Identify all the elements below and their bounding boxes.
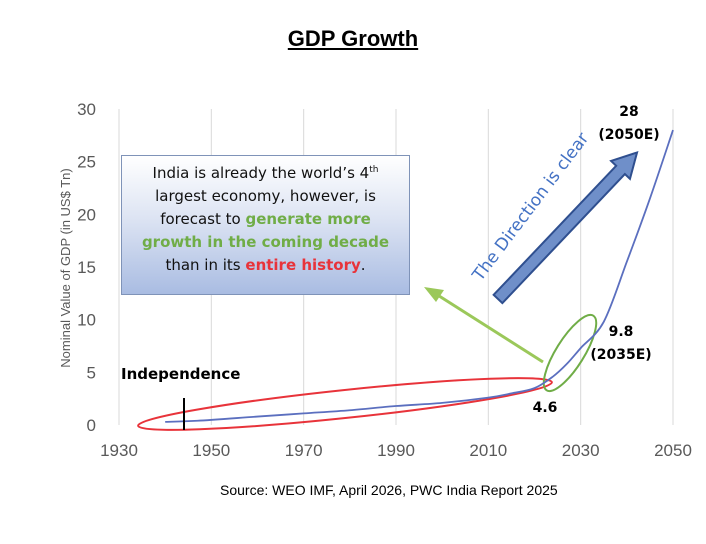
y-tick-label: 20: [77, 205, 96, 224]
direction-arrow: [492, 150, 639, 305]
x-tick-label: 1990: [377, 441, 415, 460]
point-label-9-8: 9.8: [609, 324, 634, 340]
y-tick-label: 15: [77, 258, 96, 277]
callout-line-4: growth in the coming decade: [141, 233, 390, 251]
callout-pointer-arrowhead: [424, 287, 444, 302]
history-highlight-ellipse: [137, 377, 553, 431]
x-tick-label: 2030: [562, 441, 600, 460]
x-tick-label: 1970: [285, 441, 323, 460]
callout-line-1: India is already the world’s 4th: [152, 164, 379, 182]
y-axis-label: Nominal Value of GDP (in US$ Tn): [58, 168, 73, 367]
x-tick-label: 1930: [100, 441, 138, 460]
gdp-series-line: [165, 129, 674, 423]
callout-box: India is already the world’s 4th largest…: [121, 155, 410, 295]
callout-pointer-arrow: [435, 292, 544, 364]
growth-highlight-ellipse: [542, 313, 598, 393]
y-tick-label: 25: [77, 153, 96, 172]
independence-label: Independence: [121, 365, 240, 383]
x-tick-label: 2050: [654, 441, 692, 460]
x-tick-label: 1950: [192, 441, 230, 460]
source-note: Source: WEO IMF, April 2026, PWC India R…: [220, 482, 558, 498]
callout-line-3: forecast to generate more: [160, 210, 371, 228]
y-tick-label: 10: [77, 311, 96, 330]
point-label-4-6: 4.6: [533, 400, 558, 416]
point-label-28: 28: [619, 104, 638, 120]
y-tick-label: 5: [87, 363, 96, 382]
y-tick-label: 30: [77, 100, 96, 119]
axis-ticks: 1930 1950 1970 1990 2010 2030 2050 0 5 10 15 20 25 30: [77, 100, 692, 460]
callout-line-2: largest economy, however, is: [155, 187, 376, 205]
callout-line-5: than in its entire history.: [165, 256, 366, 274]
x-tick-label: 2010: [469, 441, 507, 460]
chart-title: GDP Growth: [287, 26, 419, 51]
point-label-2035e: (2035E): [590, 347, 651, 363]
point-label-2050e: (2050E): [598, 127, 659, 143]
y-tick-label: 0: [87, 416, 96, 435]
